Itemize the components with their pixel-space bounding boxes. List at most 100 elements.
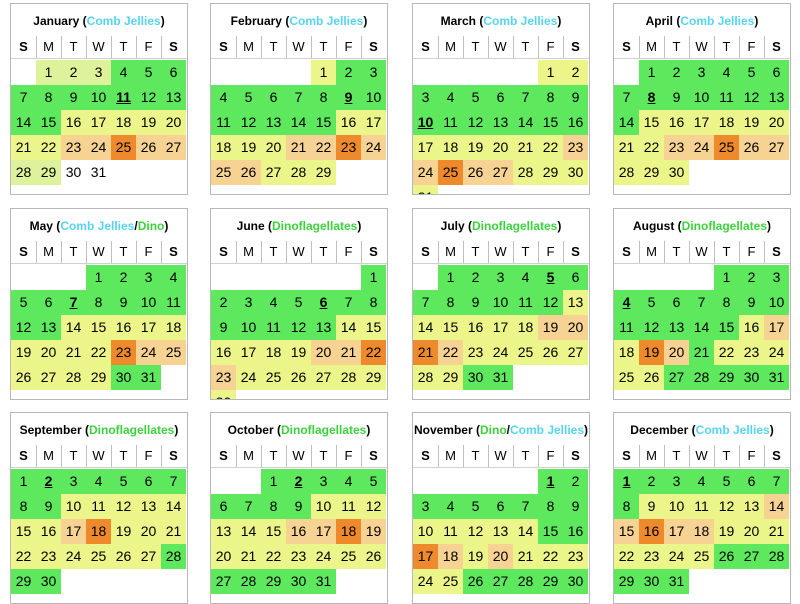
weekday-header: W	[494, 448, 507, 463]
weekday-header: T	[722, 448, 731, 463]
day-cell: 1	[261, 469, 286, 494]
day-cell: 7	[764, 469, 789, 494]
divider	[286, 36, 287, 58]
divider	[563, 241, 564, 263]
day-cell: 16	[111, 315, 136, 340]
day-cell: 30	[563, 160, 588, 185]
day-cell: 3	[664, 469, 689, 494]
weekday-header: W	[292, 448, 305, 463]
organism-tag: Comb Jellies	[680, 14, 755, 28]
day-cell: 19	[463, 135, 488, 160]
weekday-header: W	[494, 39, 507, 54]
weekday-header: F	[144, 244, 153, 259]
month-title: August (Dinoflagellates)	[632, 219, 772, 233]
day-cell: 16	[563, 110, 588, 135]
day-cell: 18	[111, 110, 136, 135]
divider	[764, 36, 765, 58]
day-cell: 20	[563, 315, 588, 340]
organism-tag: Dinoflagellates	[681, 219, 768, 233]
day-cell: 4	[211, 85, 236, 110]
day-cell: 10	[311, 494, 336, 519]
day-cell: 20	[739, 519, 764, 544]
month-february: February (Comb Jellies) S M T W T F S 1 2 3 4 5 6 7 8 9 1…	[210, 3, 388, 195]
day-cell: 11	[438, 110, 463, 135]
weekday-header: T	[119, 39, 128, 54]
day-cell: 22	[11, 544, 36, 569]
day-cell: 7	[236, 494, 261, 519]
weekday-header: T	[69, 448, 78, 463]
day-cell: 28	[336, 365, 361, 390]
day-cell: 13	[211, 519, 236, 544]
divider	[438, 36, 439, 58]
day-cell: 22	[311, 135, 336, 160]
day-cell: 7	[513, 85, 538, 110]
day-cell: 22	[639, 135, 664, 160]
divider	[689, 241, 690, 263]
day-cell: 7	[689, 290, 714, 315]
day-cell: 13	[36, 315, 61, 340]
month-name: March	[440, 14, 476, 28]
divider	[639, 241, 640, 263]
weekday-header: S	[421, 244, 430, 259]
day-cell: 20	[161, 110, 186, 135]
day-cell: 5	[136, 60, 161, 85]
divider	[236, 445, 237, 467]
day-cell: 18	[438, 135, 463, 160]
day-cell: 2	[463, 265, 488, 290]
weekday-header: S	[369, 244, 378, 259]
day-cell: 4	[438, 494, 463, 519]
divider	[413, 58, 589, 59]
divider	[161, 445, 162, 467]
month-name: February	[230, 14, 282, 28]
day-cell: 22	[36, 135, 61, 160]
day-cell: 9	[739, 290, 764, 315]
day-cell: 26	[463, 160, 488, 185]
day-cell: 5	[538, 265, 563, 290]
weekday-header: T	[69, 39, 78, 54]
day-cell: 21	[764, 519, 789, 544]
day-cell: 25	[513, 340, 538, 365]
day-cell: 2	[61, 60, 86, 85]
month-name: December	[630, 423, 689, 437]
month-november: November (Dino/Comb Jellies) S M T W T F S 1 2 3 4 5…	[412, 412, 590, 604]
day-cell: 10	[86, 85, 111, 110]
day-cell: 14	[61, 315, 86, 340]
day-cell: 15	[361, 315, 386, 340]
day-cell: 1	[36, 60, 61, 85]
day-cell: 24	[413, 569, 438, 594]
day-cell: 3	[764, 265, 789, 290]
weekday-header: W	[92, 244, 105, 259]
divider	[664, 445, 665, 467]
month-title: October (Dinoflagellates)	[227, 423, 371, 437]
day-cell: 17	[664, 519, 689, 544]
weekday-header: T	[269, 39, 278, 54]
day-cell: 1	[361, 265, 386, 290]
day-cell: 7	[286, 85, 311, 110]
day-cell: 11	[86, 494, 111, 519]
month-name: April	[645, 14, 673, 28]
day-cell: 13	[563, 290, 588, 315]
day-cell: 1	[538, 60, 563, 85]
day-cell: 12	[11, 315, 36, 340]
day-cell: 6	[311, 290, 336, 315]
weekday-header: T	[119, 448, 128, 463]
day-cell: 7	[161, 469, 186, 494]
day-cell: 17	[86, 110, 111, 135]
day-cell: 23	[286, 544, 311, 569]
month-april: April (Comb Jellies) S M T W T F S 1 2 3 4 5 6 7 8 9 10 11…	[613, 3, 791, 195]
day-cell: 23	[36, 544, 61, 569]
day-cell: 18	[261, 340, 286, 365]
day-cell: 17	[236, 340, 261, 365]
divider	[614, 263, 790, 264]
month-name: November	[413, 423, 473, 437]
day-cell: 4	[614, 290, 639, 315]
divider	[11, 263, 187, 264]
divider	[413, 467, 589, 468]
month-july: July (Dinoflagellates) S M T W T F S 1 2 3 4 5 6 7 8 9 10…	[412, 208, 590, 400]
day-cell: 6	[488, 494, 513, 519]
day-cell: 2	[563, 469, 588, 494]
month-name: October	[227, 423, 274, 437]
divider	[261, 36, 262, 58]
day-cell: 11	[211, 110, 236, 135]
